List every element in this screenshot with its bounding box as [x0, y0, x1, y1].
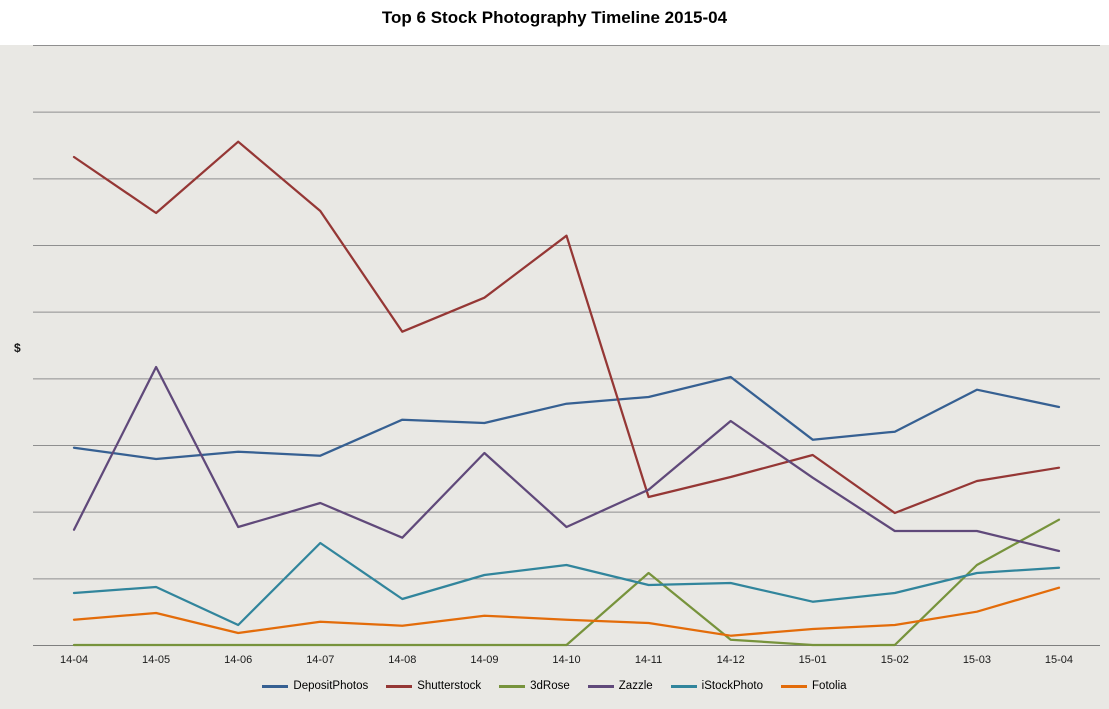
title-band	[0, 0, 1109, 45]
legend-label-Shutterstock: Shutterstock	[417, 680, 482, 692]
legend-label-Zazzle: Zazzle	[618, 680, 653, 692]
series-line-Fotolia	[72, 586, 1061, 637]
x-tick-label-14-11: 14-11	[635, 654, 662, 666]
x-tick-label-15-03: 15-03	[963, 654, 991, 666]
legend-swatch-Zazzle	[587, 684, 614, 688]
x-tick-label-14-07: 14-07	[306, 654, 334, 666]
legend-label-DepositPhotos: DepositPhotos	[293, 680, 369, 692]
legend-label-Fotolia: Fotolia	[812, 680, 847, 692]
chart-legend: DepositPhotos Shutterstock 3dRose Zazzle iSt…	[0, 680, 1109, 692]
legend-item-Zazzle: Zazzle	[587, 680, 653, 692]
legend-item-3dRose: 3dRose	[499, 680, 570, 692]
series-line-Zazzle	[72, 365, 1061, 553]
legend-item-iStockPhoto: iStockPhoto	[670, 680, 764, 692]
x-tick-label-15-02: 15-02	[881, 654, 909, 666]
x-tick-label-14-09: 14-09	[470, 654, 498, 666]
chart-title: Top 6 Stock Photography Timeline 2015-04	[381, 8, 728, 27]
x-tick-label-14-04: 14-04	[60, 654, 88, 666]
x-tick-label-14-12: 14-12	[717, 654, 745, 666]
legend-label-iStockPhoto: iStockPhoto	[701, 680, 764, 692]
legend-swatch-Shutterstock	[386, 684, 413, 688]
series-line-iStockPhoto	[72, 541, 1061, 627]
legend-swatch-DepositPhotos	[262, 684, 289, 688]
x-tick-label-14-05: 14-05	[142, 654, 170, 666]
series-line-Shutterstock	[72, 140, 1061, 515]
series-line-3dRose	[72, 518, 1061, 647]
legend-swatch-3dRose	[499, 684, 526, 688]
x-tick-label-15-04: 15-04	[1045, 654, 1073, 666]
x-tick-label-14-08: 14-08	[388, 654, 416, 666]
y-axis-title: $	[14, 341, 21, 355]
x-tick-label-14-10: 14-10	[552, 654, 580, 666]
legend-item-DepositPhotos: DepositPhotos	[262, 680, 368, 692]
x-tick-label-15-01: 15-01	[799, 654, 827, 666]
legend-label-3dRose: 3dRose	[530, 680, 570, 692]
x-tick-label-14-06: 14-06	[224, 654, 252, 666]
legend-item-Fotolia: Fotolia	[781, 680, 847, 692]
series-line-DepositPhotos	[72, 375, 1061, 461]
legend-swatch-Fotolia	[781, 684, 808, 688]
legend-item-Shutterstock: Shutterstock	[386, 680, 481, 692]
legend-swatch-iStockPhoto	[670, 684, 697, 688]
